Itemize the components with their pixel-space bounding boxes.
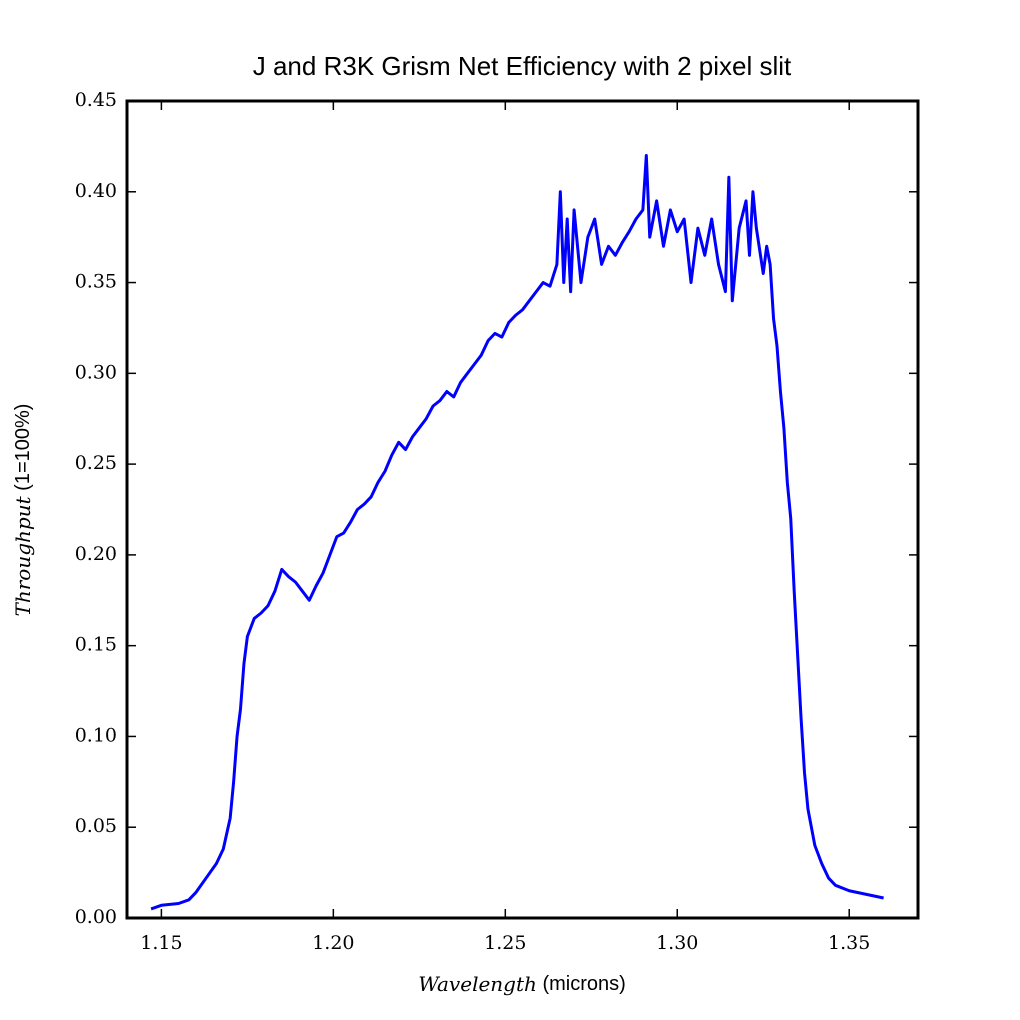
x-axis-variable: Wavelength	[418, 972, 537, 996]
y-tick-label: 0.35	[75, 271, 117, 293]
y-tick-label: 0.25	[75, 452, 117, 474]
y-axis-unit: (1=100%)	[12, 404, 34, 491]
x-tick-label: 1.30	[656, 932, 698, 954]
y-axis-label: Throughput (1=100%)	[11, 404, 35, 617]
x-axis-unit: (microns)	[542, 973, 625, 995]
y-tick-label: 0.30	[75, 361, 117, 383]
y-tick-label: 0.15	[75, 634, 117, 656]
x-axis-label: Wavelength (microns)	[418, 972, 626, 996]
y-tick-label: 0.45	[75, 89, 117, 111]
y-tick-label: 0.40	[75, 180, 117, 202]
y-axis-variable: Throughput	[11, 495, 35, 616]
x-tick-label: 1.35	[828, 932, 870, 954]
x-tick-label: 1.15	[140, 932, 182, 954]
y-tick-label: 0.05	[75, 815, 117, 837]
y-tick-label: 0.00	[75, 906, 117, 928]
x-tick-label: 1.20	[312, 932, 354, 954]
plot-frame	[125, 99, 920, 920]
data-line	[150, 153, 884, 911]
y-tick-label: 0.10	[75, 724, 117, 746]
x-tick-label: 1.25	[484, 932, 526, 954]
y-tick-label: 0.20	[75, 543, 117, 565]
chart-title: J and R3K Grism Net Efficiency with 2 pi…	[253, 51, 792, 81]
